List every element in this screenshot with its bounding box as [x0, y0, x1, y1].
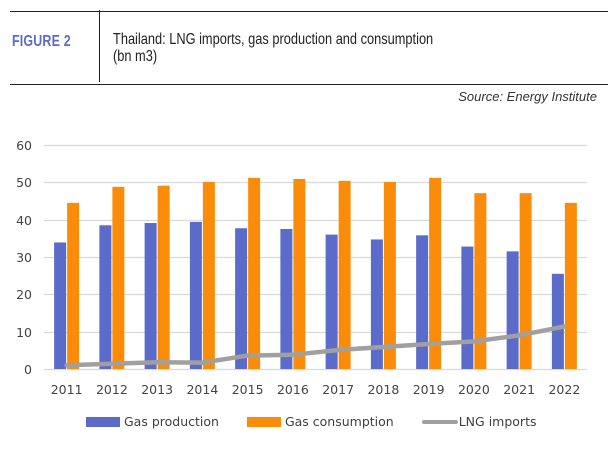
bar-gas-consumption-2020: [474, 193, 487, 369]
bars: [54, 177, 577, 369]
bar-gas-production-2011: [54, 242, 67, 369]
y-axis-ticks: 0 10 20 30 40 50 60: [16, 138, 32, 377]
figure-title-line-2: (bn m3): [113, 48, 158, 65]
legend-item-gas-production: Gas production: [86, 414, 219, 429]
x-tick-label: 2017: [322, 382, 354, 397]
gridlines: [44, 144, 587, 371]
bar-gas-production-2018: [370, 239, 383, 369]
header-divider: [99, 10, 100, 82]
legend: Gas production Gas consumption LNG impor…: [86, 414, 564, 429]
bar-gas-production-2022: [551, 273, 564, 369]
bar-gas-production-2019: [416, 235, 429, 369]
y-tick-label: 40: [16, 213, 32, 228]
line-lng-imports: [64, 324, 567, 368]
x-tick-label: 2015: [232, 382, 264, 397]
legend-item-gas-consumption: Gas consumption: [246, 414, 394, 429]
bar-gas-production-2016: [280, 229, 293, 369]
bar-gas-production-2021: [506, 251, 519, 369]
bar-gas-consumption-2013: [157, 185, 170, 369]
figure-label: FIGURE 2: [12, 33, 71, 50]
x-tick-label: 2018: [367, 382, 399, 397]
x-tick-label: 2012: [96, 382, 128, 397]
bar-gas-production-2013: [144, 223, 157, 369]
x-tick-label: 2021: [503, 382, 535, 397]
bar-gas-consumption-2016: [293, 178, 306, 369]
bar-gas-production-2020: [461, 246, 474, 369]
legend-swatch-lng-imports: [421, 419, 458, 424]
legend-swatch-gas-production: [86, 416, 120, 427]
source-note: Source: Energy Institute: [458, 89, 597, 104]
x-tick-label: 2011: [51, 382, 83, 397]
y-tick-label: 0: [24, 362, 32, 377]
figure-title-line-1: Thailand: LNG imports, gas production an…: [113, 31, 434, 48]
x-tick-label: 2022: [548, 382, 580, 397]
legend-label-gas-production: Gas production: [124, 414, 219, 429]
y-tick-label: 30: [16, 250, 32, 265]
y-tick-label: 10: [16, 325, 32, 340]
bar-gas-consumption-2011: [67, 202, 80, 369]
x-axis-ticks: 2011 2012 2013 2014 2015 2016 2017 2018 2019 2020…: [51, 382, 581, 397]
y-tick-label: 50: [16, 175, 32, 190]
bar-gas-consumption-2012: [112, 186, 125, 369]
legend-item-lng-imports: LNG imports: [421, 414, 537, 429]
y-tick-label: 60: [16, 138, 32, 153]
legend-label-gas-consumption: Gas consumption: [284, 414, 394, 429]
y-tick-label: 20: [16, 287, 32, 302]
bar-gas-consumption-2019: [429, 177, 442, 369]
bar-gas-consumption-2014: [202, 181, 215, 369]
x-tick-label: 2019: [413, 382, 445, 397]
header-bottom-rule: [10, 84, 608, 85]
figure-title: Thailand: LNG imports, gas production an…: [113, 31, 433, 65]
bar-gas-consumption-2015: [248, 177, 261, 369]
x-tick-label: 2020: [458, 382, 490, 397]
x-tick-label: 2014: [186, 382, 218, 397]
bar-gas-production-2012: [99, 225, 112, 369]
bar-gas-production-2014: [189, 221, 202, 369]
legend-label-lng-imports: LNG imports: [458, 414, 537, 429]
bar-gas-production-2017: [325, 234, 338, 369]
bar-gas-consumption-2017: [338, 180, 351, 369]
bar-gas-consumption-2018: [383, 181, 396, 369]
header-top-rule: [10, 11, 608, 12]
lines: [64, 324, 567, 368]
bar-gas-consumption-2021: [519, 193, 532, 369]
x-tick-label: 2013: [141, 382, 173, 397]
bar-gas-consumption-2022: [564, 202, 577, 369]
legend-swatch-gas-consumption: [246, 416, 281, 427]
bar-gas-production-2015: [235, 228, 248, 369]
x-tick-label: 2016: [277, 382, 309, 397]
